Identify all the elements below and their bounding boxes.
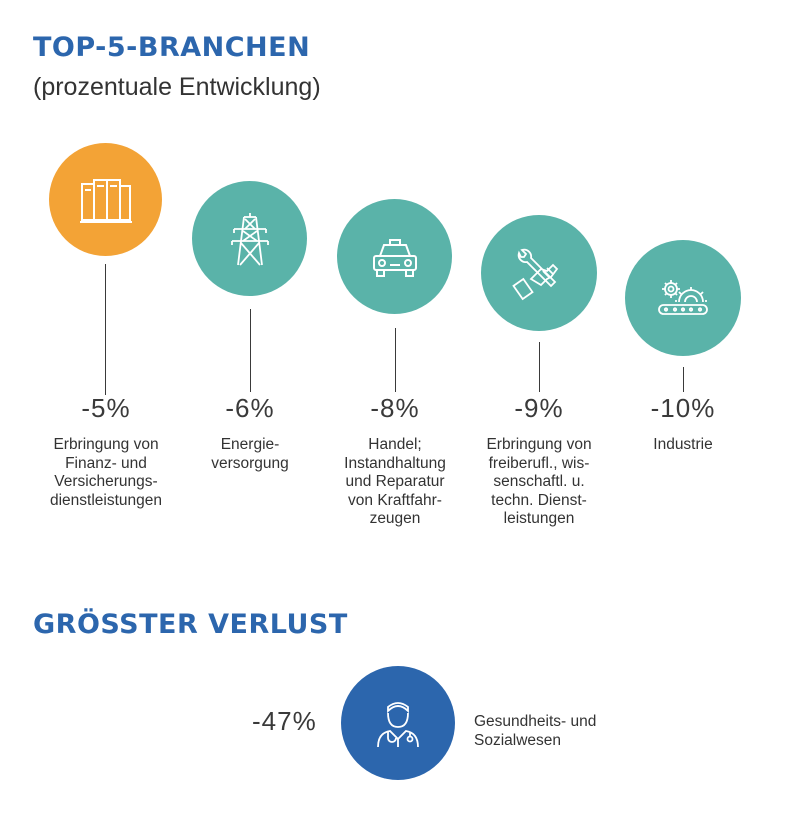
- page-subtitle: (prozentuale Entwicklung): [33, 73, 321, 101]
- gears-conveyor-icon: [658, 280, 708, 315]
- loss-icon-circle: [341, 666, 455, 780]
- branch-stem-energy: [250, 309, 251, 392]
- branch-stem-industry: [683, 367, 684, 392]
- books-icon: [79, 178, 132, 223]
- branch-icon-circle-industry: [625, 240, 741, 356]
- power-pylon-icon: [230, 212, 269, 266]
- branch-icon-circle-trade: [337, 199, 452, 314]
- loss-percent: -47%: [252, 706, 317, 736]
- branch-label-services: Erbringung von freiberufl., wis- senscha…: [486, 436, 592, 527]
- doctor-icon: [377, 702, 419, 748]
- branch-stem-trade: [395, 328, 396, 392]
- branch-label-finance: Erbringung von Finanz- und Versicherungs…: [49, 436, 163, 509]
- branch-label-energy: Energie- versorgung: [211, 436, 289, 472]
- section-title-largest-loss: GRÖSSTER VERLUST: [33, 609, 348, 640]
- branch-percent-trade: -8%: [370, 393, 420, 423]
- page-title: TOP-5-BRANCHEN: [33, 32, 311, 63]
- branch-stem-finance: [105, 264, 106, 395]
- wrench-hand-icon: [512, 248, 559, 301]
- branch-label-industry: Industrie: [653, 436, 713, 453]
- branch-icon-circle-energy: [192, 181, 307, 296]
- branch-icon-circle-services: [481, 215, 597, 331]
- branch-percent-energy: -6%: [225, 393, 275, 423]
- branch-percent-industry: -10%: [650, 393, 716, 423]
- car-icon: [372, 238, 417, 277]
- branch-percent-finance: -5%: [81, 393, 131, 423]
- branch-label-trade: Handel; Instandhaltung und Reparatur von…: [344, 436, 446, 527]
- branch-percent-services: -9%: [514, 393, 564, 423]
- loss-label: Gesundheits- und Sozialwesen: [474, 713, 597, 749]
- branch-stem-services: [539, 342, 540, 392]
- branch-icon-circle-finance: [49, 143, 162, 256]
